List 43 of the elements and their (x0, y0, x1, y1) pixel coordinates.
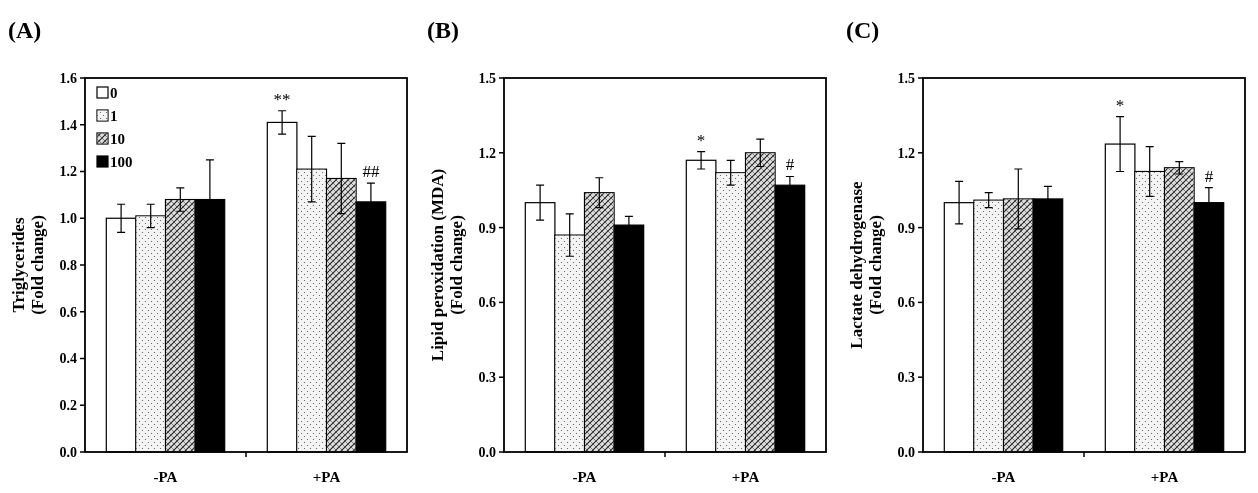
data-label: ** (273, 89, 291, 109)
y-tick-label: 1.2 (478, 145, 496, 161)
y-axis-title: Lactate dehydrogenase (Fold change) (847, 180, 885, 349)
data-label: # (1204, 166, 1214, 186)
chart-title: (C) (846, 17, 880, 43)
y-tick-label: 1.4 (59, 117, 77, 133)
y-tick-label: 1.6 (59, 70, 77, 86)
y-axis-title: Triglycerides (Fold change) (9, 215, 47, 315)
x-tick-label: -PA (572, 469, 597, 485)
legend-label: 1 (110, 108, 118, 125)
x-tick-label: +PA (1150, 469, 1179, 485)
x-tick-label: -PA (153, 469, 178, 485)
x-tick-label: +PA (731, 469, 760, 485)
x-tick-label: -PA (991, 469, 1016, 485)
y-axis-title: Lipid peroxidation (MDA) (Fold change) (428, 168, 466, 362)
y-tick-label: 1.2 (59, 164, 77, 180)
chart-title: (A) (8, 17, 42, 43)
data-label: * (696, 130, 706, 150)
y-tick-label: 1.5 (897, 70, 915, 86)
x-tick-label: +PA (312, 469, 341, 485)
legend-label: 100 (110, 154, 133, 171)
y-tick-label: 0.6 (897, 295, 915, 311)
chart-title: (B) (427, 17, 459, 43)
legend-label: 0 (110, 85, 118, 102)
data-label: ## (362, 162, 380, 182)
y-tick-label: 0.3 (478, 370, 496, 386)
y-tick-label: 0.0 (59, 444, 77, 460)
data-label: # (785, 155, 795, 175)
legend-label: 10 (110, 131, 125, 148)
y-tick-label: 0.2 (59, 398, 77, 414)
y-tick-label: 0.8 (59, 257, 77, 273)
y-tick-label: 0.3 (897, 370, 915, 386)
y-tick-label: 0.6 (59, 304, 77, 320)
y-tick-label: 1.0 (59, 211, 77, 227)
data-label: * (1115, 95, 1125, 115)
y-tick-label: 0.0 (478, 444, 496, 460)
y-tick-label: 0.9 (897, 220, 915, 236)
y-tick-label: 0.9 (478, 220, 496, 236)
y-tick-label: 0.4 (59, 351, 77, 367)
y-tick-label: 1.2 (897, 145, 915, 161)
y-tick-label: 1.5 (478, 70, 496, 86)
y-tick-label: 0.0 (897, 444, 915, 460)
y-tick-label: 0.6 (478, 295, 496, 311)
